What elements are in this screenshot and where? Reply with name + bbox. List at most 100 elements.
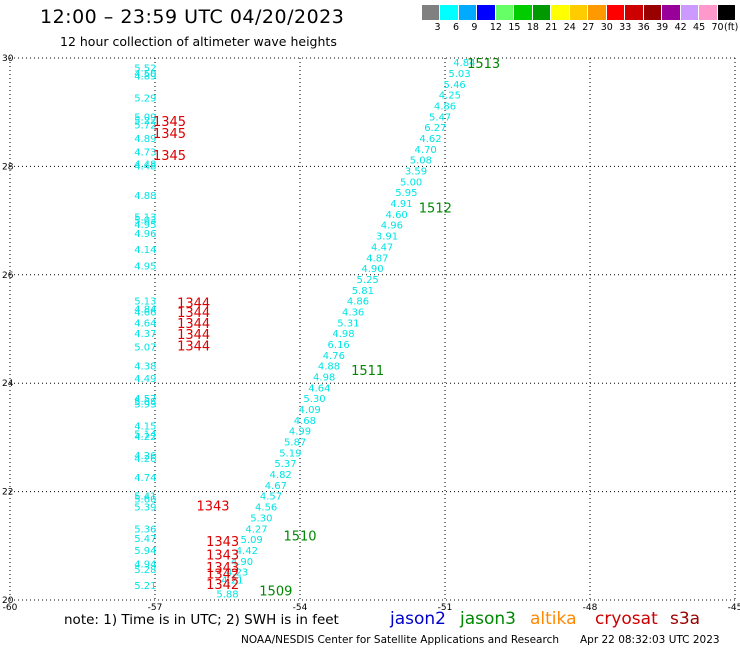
- x-tick-label: -48: [583, 603, 598, 613]
- wave-height-label: 5.21: [134, 581, 156, 592]
- wave-height-label: 5.36: [134, 524, 156, 535]
- wave-height-label: 5.87: [284, 438, 306, 449]
- wave-height-label: 4.14: [134, 245, 156, 256]
- color-scale-label: 39: [656, 22, 669, 33]
- wave-height-label: 6.16: [328, 340, 350, 351]
- wave-height-label: 4.47: [371, 242, 393, 253]
- credit-line: NOAA/NESDIS Center for Satellite Applica…: [241, 634, 559, 646]
- wave-height-label: 5.47: [134, 534, 156, 545]
- x-tick-label: -60: [3, 603, 18, 613]
- color-scale-bar: [422, 5, 736, 21]
- color-scale-label: 3: [434, 22, 441, 33]
- color-scale-label: 45: [693, 22, 706, 33]
- wave-height-label: 4.25: [439, 91, 461, 102]
- wave-height-label: 4.84: [453, 58, 475, 69]
- wave-height-label: 4.15: [134, 421, 156, 432]
- pass-time-label: 1344: [177, 317, 210, 332]
- wave-height-label: 5.30: [303, 394, 325, 405]
- pass-time-label: 1342: [206, 578, 239, 593]
- wave-height-label: 5.28: [134, 565, 156, 576]
- wave-height-label: 5.03: [134, 215, 156, 226]
- wave-height-label: 4.84: [134, 305, 156, 316]
- x-tick-label: -51: [438, 603, 453, 613]
- wave-height-label: 6.27: [424, 123, 446, 134]
- y-tick-label: 26: [2, 271, 14, 281]
- wave-height-label: 4.88: [134, 191, 156, 202]
- pass-time-label: 1344: [177, 340, 210, 355]
- wave-height-label: 5.95: [395, 188, 417, 199]
- wave-height-label: 4.21: [221, 576, 243, 587]
- x-tick-label: -45: [728, 603, 740, 613]
- wave-height-label: 4.95: [134, 220, 156, 231]
- pass-time-label: 1345: [153, 127, 186, 142]
- pass-time-label: 1345: [153, 115, 186, 130]
- pass-time-label: 1343: [196, 500, 229, 515]
- wave-height-label: 5.29: [134, 93, 156, 104]
- footnote: note: 1) Time is in UTC; 2) SWH is in fe…: [64, 612, 339, 628]
- wave-height-label: 4.42: [236, 546, 258, 557]
- legend-item-s3a: s3a: [670, 609, 701, 629]
- wave-height-label: 4.86: [347, 297, 369, 308]
- wave-height-label: 5.72: [134, 120, 156, 131]
- color-scale-label: 18: [526, 22, 539, 33]
- color-swatch: [514, 5, 533, 20]
- legend-item-altika: altika: [530, 609, 577, 629]
- wave-height-label: 4.37: [134, 329, 156, 340]
- wave-height-label: 4.60: [386, 210, 408, 221]
- pass-time-label: 1510: [283, 529, 316, 544]
- wave-height-label: 4.36: [342, 307, 364, 318]
- color-scale-label: 24: [563, 22, 576, 33]
- color-scale-label: 36: [637, 22, 650, 33]
- wave-height-label: 4.99: [289, 427, 311, 438]
- wave-height-label: 4.64: [308, 383, 330, 394]
- pass-time-label: 1342: [206, 567, 239, 582]
- wave-height-label: 4.70: [415, 145, 437, 156]
- color-scale-label: 42: [674, 22, 687, 33]
- wave-height-label: 5.25: [357, 275, 379, 286]
- pass-time-label: 1512: [419, 201, 452, 216]
- pass-time-label: 1509: [259, 585, 292, 600]
- y-tick-label: 30: [2, 54, 14, 64]
- wave-height-label: 5.60: [134, 494, 156, 505]
- chart-title: 12:00 – 23:59 UTC 04/20/2023: [40, 6, 345, 28]
- wave-height-label: 4.26: [134, 454, 156, 465]
- wave-height-label: 5.94: [134, 546, 156, 557]
- wave-height-label: 4.64: [134, 318, 156, 329]
- wave-height-label: 5.46: [444, 80, 466, 91]
- wave-height-label: 4.26: [134, 451, 156, 462]
- pass-time-label: 1511: [351, 364, 384, 379]
- color-scale-label: 27: [582, 22, 595, 33]
- wave-height-label: 4.87: [366, 253, 388, 264]
- chart-subtitle: 12 hour collection of altimeter wave hei…: [60, 34, 337, 49]
- color-scale-label: 15: [508, 22, 521, 33]
- wave-height-label: 4.38: [134, 362, 156, 373]
- wave-height-label: 4.66: [134, 307, 156, 318]
- wave-height-label: 4.62: [419, 134, 441, 145]
- generated-timestamp: Apr 22 08:32:03 UTC 2023: [580, 634, 720, 646]
- color-swatch: [422, 5, 441, 20]
- wave-height-label: 4.48: [134, 162, 156, 173]
- color-swatch: [588, 5, 607, 20]
- wave-height-label: 5.68: [134, 397, 156, 408]
- wave-height-label: 5.08: [410, 156, 432, 167]
- color-swatch: [477, 5, 496, 20]
- wave-height-label: 5.81: [352, 286, 374, 297]
- wave-height-label: 4.67: [265, 481, 287, 492]
- wave-height-label: 5.09: [241, 535, 263, 546]
- color-scale-label: 6: [452, 22, 459, 33]
- wave-height-label: 5.09: [134, 112, 156, 123]
- wave-height-label: 5.93: [134, 400, 156, 411]
- wave-height-label: 4.98: [332, 329, 354, 340]
- color-swatch: [643, 5, 663, 20]
- pass-time-label: 1513: [467, 57, 500, 72]
- wave-height-label: 5.31: [337, 318, 359, 329]
- color-swatch: [699, 5, 718, 20]
- legend-item-cryosat: cryosat: [595, 609, 658, 629]
- wave-height-label: 4.22: [134, 432, 156, 443]
- wave-height-label: 5.52: [134, 64, 156, 75]
- pass-time-label: 1345: [153, 149, 186, 164]
- pass-time-label: 1344: [177, 306, 210, 321]
- pass-time-label: 1343: [206, 548, 239, 563]
- color-scale-label: 9: [471, 22, 478, 33]
